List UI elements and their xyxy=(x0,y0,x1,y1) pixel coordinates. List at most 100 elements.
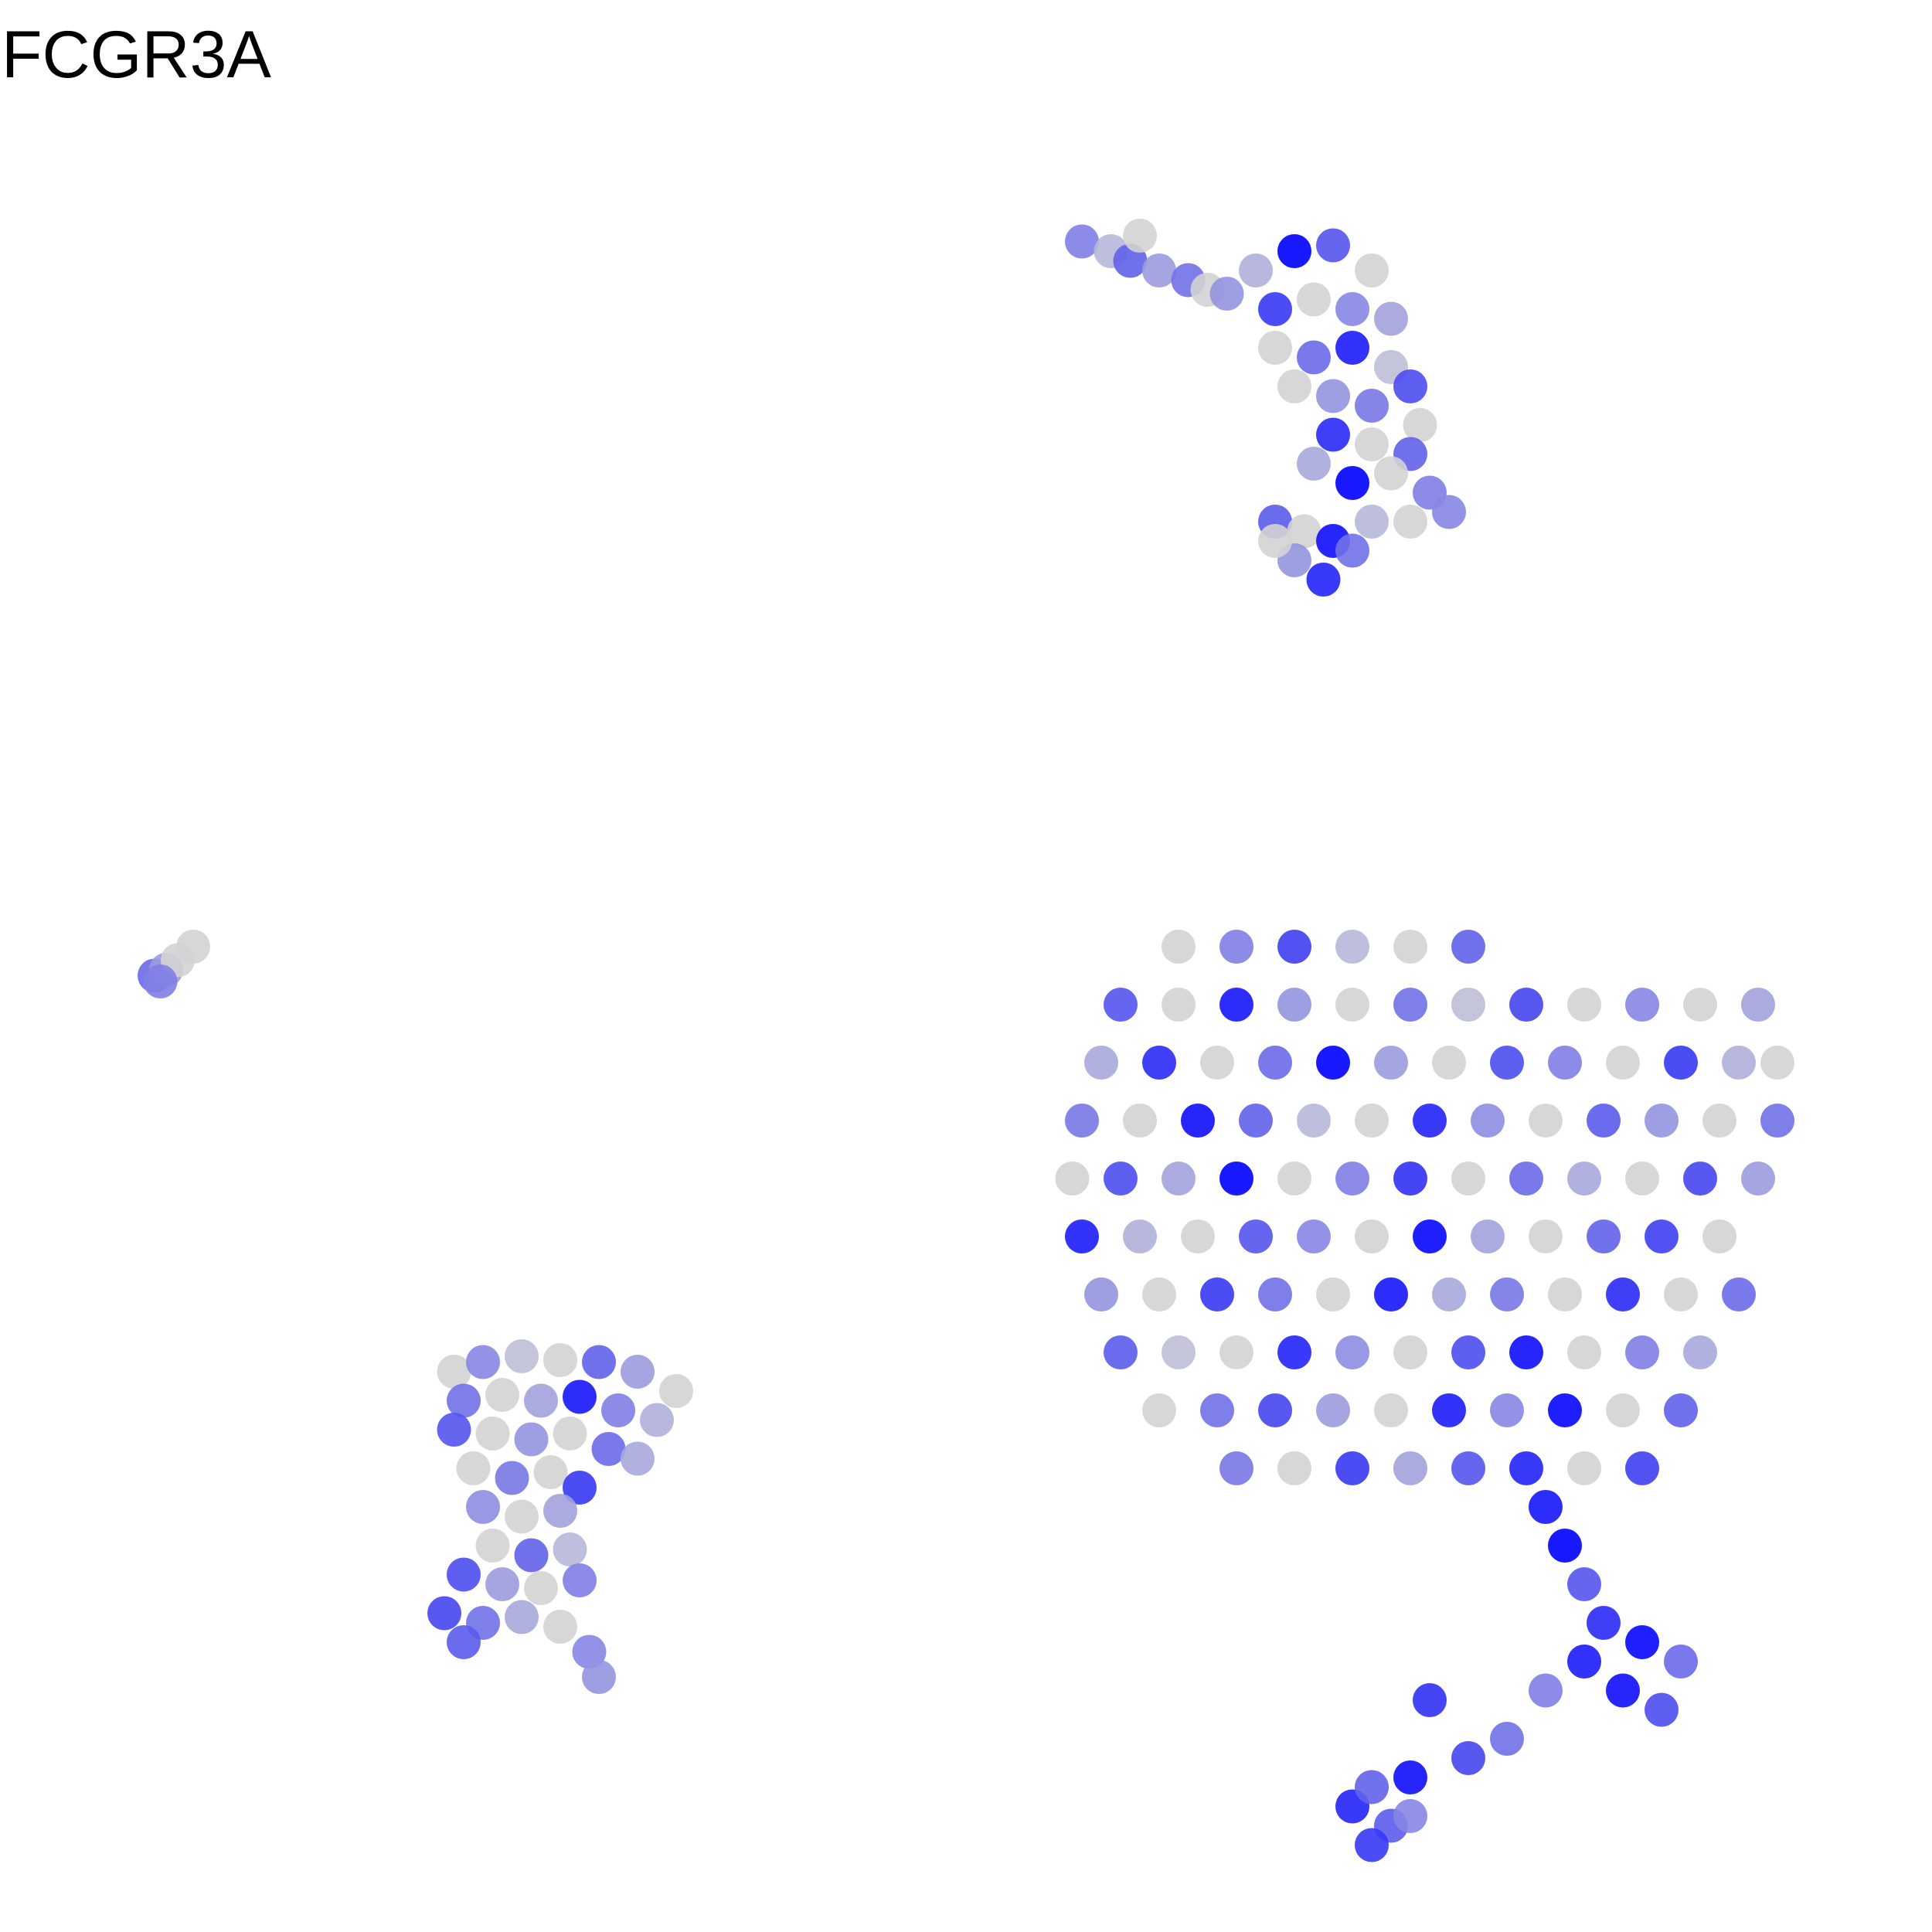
cell-point xyxy=(582,1660,616,1694)
cell-point xyxy=(553,1417,587,1451)
cell-point xyxy=(1529,1490,1563,1524)
cell-point xyxy=(1683,988,1717,1022)
cell-point xyxy=(1297,340,1331,375)
cell-point xyxy=(1393,1799,1427,1833)
cell-point xyxy=(475,1529,510,1563)
cell-point xyxy=(1277,1162,1311,1196)
cell-point xyxy=(1316,1277,1350,1311)
cell-point xyxy=(621,1441,655,1476)
cell-point xyxy=(1142,1046,1176,1080)
cell-point xyxy=(1181,1104,1215,1138)
cell-point xyxy=(466,1345,500,1379)
cell-point xyxy=(1567,1645,1601,1679)
cell-point xyxy=(447,1625,481,1659)
cell-point xyxy=(1393,1162,1427,1196)
cell-point xyxy=(505,1499,539,1534)
cell-point xyxy=(1142,1277,1176,1311)
cell-point xyxy=(1316,1046,1350,1080)
cell-point xyxy=(514,1538,549,1573)
cell-point xyxy=(1335,988,1369,1022)
cell-point xyxy=(1760,1046,1794,1080)
cell-point xyxy=(514,1422,549,1457)
cell-point xyxy=(1393,930,1427,964)
cell-point xyxy=(1548,1046,1582,1080)
cell-point xyxy=(485,1378,519,1412)
cell-point xyxy=(1664,1046,1698,1080)
cell-point xyxy=(533,1455,568,1489)
cell-point xyxy=(1393,369,1427,403)
cell-point xyxy=(1355,253,1389,287)
cell-point xyxy=(1529,1219,1563,1253)
cell-point xyxy=(1683,1335,1717,1369)
cell-point xyxy=(1219,988,1253,1022)
cell-point xyxy=(1451,1741,1485,1775)
cell-point xyxy=(1258,1277,1292,1311)
cell-point xyxy=(1490,1393,1524,1427)
cell-point xyxy=(447,1383,481,1418)
cell-point xyxy=(1664,1393,1698,1427)
cell-point xyxy=(1741,988,1775,1022)
cell-point xyxy=(1471,1104,1505,1138)
cell-point xyxy=(1277,1335,1311,1369)
cell-point xyxy=(1200,1277,1234,1311)
cell-point xyxy=(495,1461,529,1495)
cell-point xyxy=(1162,930,1196,964)
cell-point xyxy=(1123,219,1157,253)
cell-point xyxy=(1258,1393,1292,1427)
cell-point xyxy=(1335,533,1369,568)
cell-point xyxy=(1258,292,1292,326)
cell-point xyxy=(1645,1692,1679,1727)
cell-point xyxy=(591,1432,626,1466)
cell-point xyxy=(1451,1162,1485,1196)
cell-point xyxy=(505,1339,539,1373)
cell-point xyxy=(543,1343,577,1377)
cell-point xyxy=(1471,1219,1505,1253)
cell-point xyxy=(563,1379,597,1414)
cell-point xyxy=(1509,988,1543,1022)
cell-point xyxy=(1722,1277,1756,1311)
cell-point xyxy=(1065,1219,1099,1253)
cell-point xyxy=(1587,1219,1621,1253)
cell-point xyxy=(1335,1335,1369,1369)
cell-point xyxy=(1451,930,1485,964)
cell-point xyxy=(1625,1335,1659,1369)
cell-point xyxy=(563,1563,597,1597)
cell-point xyxy=(1432,1393,1466,1427)
cell-point xyxy=(1374,1393,1408,1427)
cell-point xyxy=(1335,292,1369,326)
cell-point xyxy=(1548,1277,1582,1311)
cell-point xyxy=(1625,1162,1659,1196)
cell-point xyxy=(1316,379,1350,413)
cell-point xyxy=(1335,930,1369,964)
cell-point xyxy=(456,1451,491,1485)
cell-point xyxy=(1219,1335,1253,1369)
cell-point xyxy=(1645,1219,1679,1253)
cell-point xyxy=(1084,1277,1118,1311)
cell-point xyxy=(1413,1104,1447,1138)
cell-point xyxy=(1722,1046,1756,1080)
cell-point xyxy=(1335,1162,1369,1196)
cell-point xyxy=(1432,1046,1466,1080)
cell-point xyxy=(1355,1104,1389,1138)
cell-point xyxy=(1277,234,1311,268)
cell-point xyxy=(1393,1760,1427,1794)
cell-point xyxy=(1393,505,1427,539)
cell-point xyxy=(1287,514,1321,549)
cell-point xyxy=(621,1355,655,1389)
cell-point xyxy=(1664,1645,1698,1679)
cell-point xyxy=(485,1567,519,1601)
cell-point xyxy=(1258,331,1292,365)
cell-point xyxy=(1567,1451,1601,1485)
cell-point xyxy=(1355,1770,1389,1804)
cell-point xyxy=(1403,408,1437,442)
cell-point xyxy=(543,1610,577,1644)
cell-point xyxy=(1664,1277,1698,1311)
chart-title: FCGR3A xyxy=(2,18,271,92)
cell-point xyxy=(1567,988,1601,1022)
cell-point xyxy=(1239,1104,1273,1138)
cell-point xyxy=(1490,1722,1524,1756)
cell-point xyxy=(524,1571,558,1605)
cell-point xyxy=(1297,1219,1331,1253)
cell-point xyxy=(1277,369,1311,403)
